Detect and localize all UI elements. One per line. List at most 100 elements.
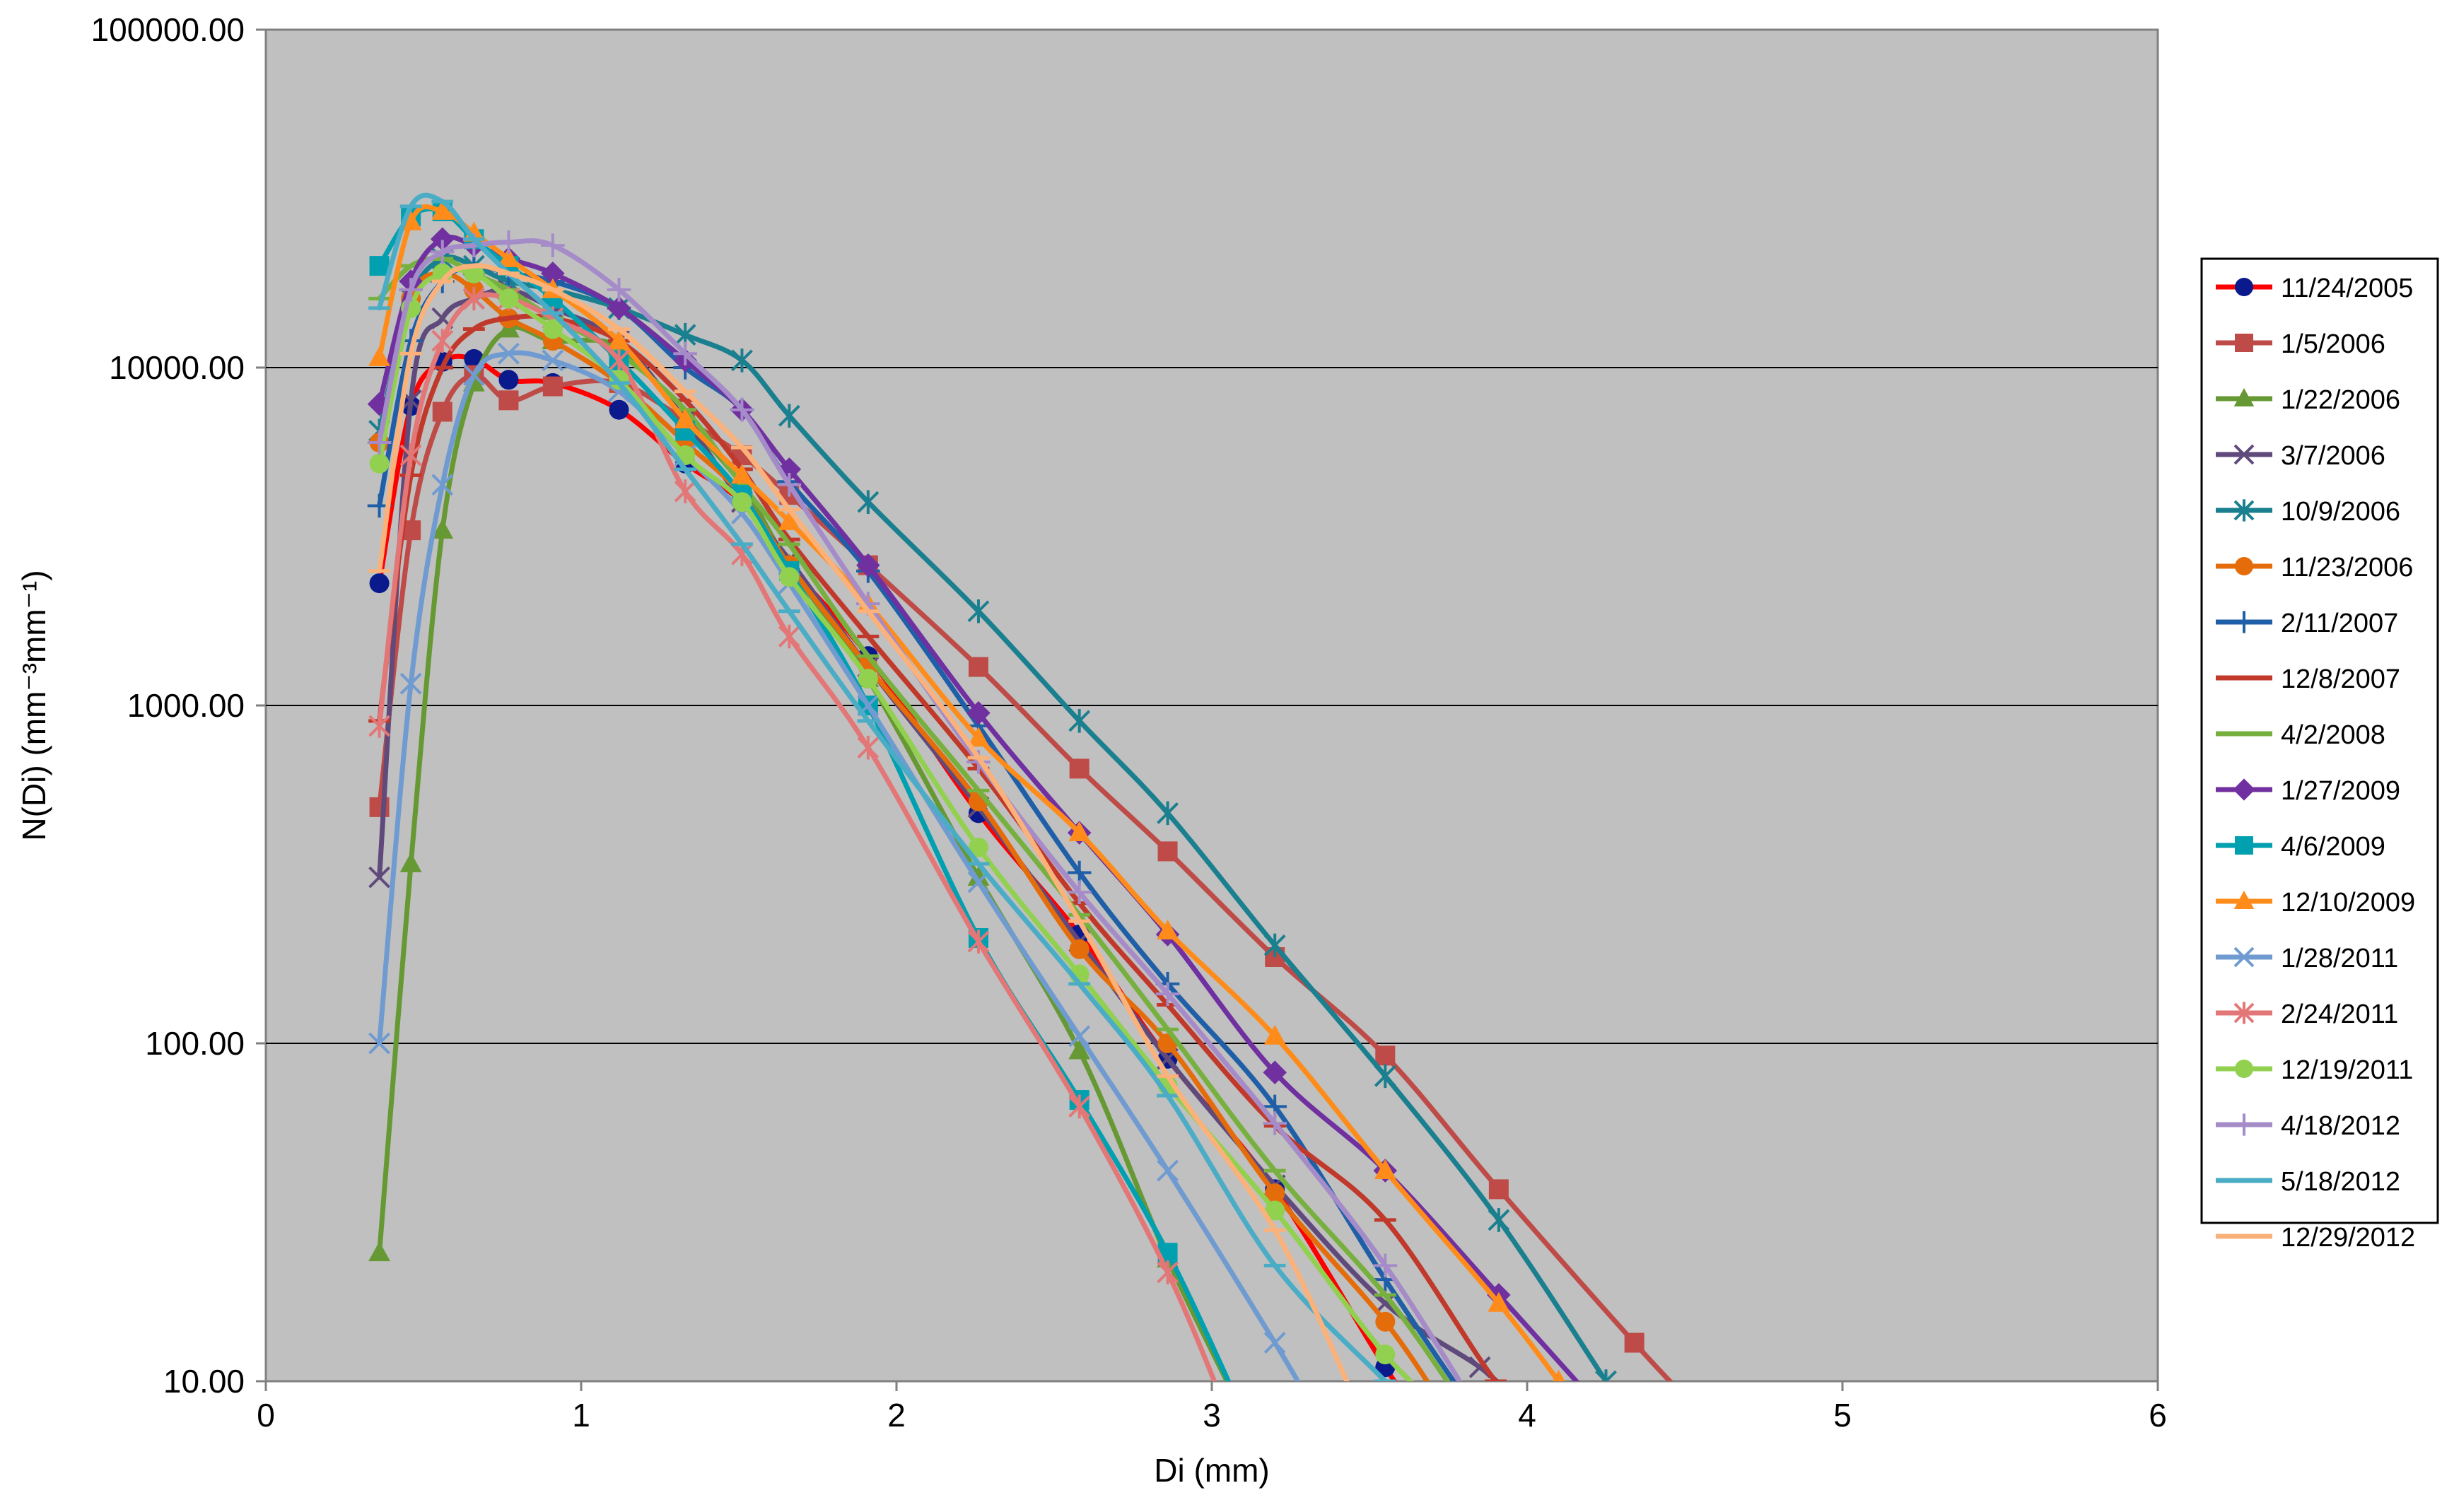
data-point [608, 329, 630, 350]
data-point [1375, 1045, 1396, 1066]
x-axis-title: Di (mm) [1154, 1452, 1270, 1489]
legend-marker [2233, 778, 2255, 801]
legend-marker [2235, 334, 2253, 352]
legend-item: 11/24/2005 [2216, 274, 2413, 303]
legend-items: 11/24/2005 1/5/2006 1/22/2006 3/7/2006 10/9/… [2216, 274, 2415, 1253]
data-point [1595, 1369, 1617, 1381]
legend-item: 1/28/2011 [2216, 944, 2398, 973]
legend-item: 2/24/2011 [2216, 1000, 2398, 1029]
data-point [431, 199, 454, 220]
data-point [462, 221, 485, 242]
series-16 [367, 230, 1463, 1381]
series-line [377, 313, 1500, 1381]
data-point [608, 348, 630, 373]
data-point [1263, 1332, 1286, 1354]
data-point [968, 657, 988, 677]
x-tick-label: 3 [1203, 1397, 1221, 1434]
legend-label: 12/29/2012 [2281, 1223, 2415, 1253]
legend-marker [2233, 444, 2255, 465]
legend-marker [2233, 1002, 2255, 1024]
data-point [858, 669, 878, 689]
legend-item: 1/22/2006 [2216, 385, 2400, 415]
data-point [1157, 841, 1178, 862]
data-point [541, 233, 565, 257]
legend-label: 10/9/2006 [2281, 497, 2400, 527]
data-point [1552, 1369, 1565, 1381]
legend-item: 1/5/2006 [2216, 329, 2385, 359]
data-point [778, 510, 800, 530]
legend-marker [2235, 1060, 2253, 1078]
data-point [368, 346, 390, 366]
data-point [1263, 1024, 1286, 1045]
legend-item: 10/9/2006 [2216, 497, 2400, 527]
legend-item: 2/11/2007 [2216, 609, 2398, 638]
data-point [431, 519, 454, 539]
data-point [542, 376, 563, 397]
legend-item: 1/27/2009 [2216, 776, 2400, 806]
y-tick-label: 100000.00 [91, 11, 245, 48]
data-point [1157, 801, 1179, 826]
data-point [966, 701, 991, 725]
legend-label: 12/10/2009 [2281, 888, 2415, 918]
data-point [498, 390, 519, 411]
legend-item: 5/18/2012 [2216, 1167, 2400, 1197]
data-point [1488, 1208, 1510, 1232]
data-point [968, 837, 988, 857]
x-tick-label: 1 [572, 1397, 590, 1434]
legend-item: 12/8/2007 [2216, 664, 2400, 694]
data-point [431, 329, 454, 353]
series-line [377, 255, 1451, 1381]
legend-marker [2235, 278, 2253, 296]
data-point [1263, 933, 1286, 958]
data-point [1265, 1200, 1285, 1221]
data-point [1069, 758, 1089, 779]
data-point [1263, 1060, 1287, 1084]
legend-label: 3/7/2006 [2281, 441, 2385, 471]
data-point [857, 490, 880, 515]
data-point [778, 624, 800, 649]
legend-label: 11/24/2005 [2281, 274, 2413, 303]
legend-marker [2235, 836, 2253, 855]
legend-label: 4/2/2008 [2281, 720, 2385, 750]
data-point [369, 453, 390, 474]
legend-marker [2235, 557, 2253, 575]
legend-item: 3/7/2006 [2216, 441, 2385, 471]
data-point [369, 573, 390, 594]
data-point [1068, 1039, 1091, 1060]
legend-label: 5/18/2012 [2281, 1167, 2400, 1197]
axes: 10.00 100.00 1000.00 10000.00 100000.00 0 1 2 3 4… [91, 11, 2167, 1434]
data-point [498, 342, 520, 365]
legend-label: 2/11/2007 [2281, 609, 2398, 638]
x-tick-label: 0 [257, 1397, 275, 1434]
data-point [431, 474, 454, 496]
series-layer [367, 192, 1673, 1381]
data-point [498, 370, 519, 390]
data-point [1488, 1291, 1510, 1312]
data-point [1375, 1311, 1396, 1332]
data-point [967, 930, 990, 954]
data-point [967, 599, 990, 623]
data-point [1375, 1344, 1396, 1365]
legend-label: 4/18/2012 [2281, 1111, 2400, 1141]
data-point [368, 1032, 390, 1055]
data-point [399, 278, 423, 302]
legend-marker [2233, 499, 2255, 522]
y-tick-label: 10.00 [163, 1363, 245, 1400]
data-point [1624, 1332, 1644, 1353]
legend-label: 12/8/2007 [2281, 664, 2400, 694]
data-point [609, 399, 629, 420]
data-point [399, 672, 422, 695]
legend-item: 11/23/2006 [2216, 553, 2413, 582]
legend-label: 4/6/2009 [2281, 832, 2385, 862]
legend-label: 1/22/2006 [2281, 385, 2400, 415]
data-point [857, 735, 880, 760]
data-point [399, 852, 422, 872]
legend-label: 1/5/2006 [2281, 329, 2385, 359]
data-point [674, 408, 696, 428]
data-point [498, 247, 520, 267]
data-point [1157, 919, 1179, 939]
data-point [732, 492, 752, 512]
data-point [462, 286, 485, 311]
legend-marker [2233, 1113, 2255, 1136]
